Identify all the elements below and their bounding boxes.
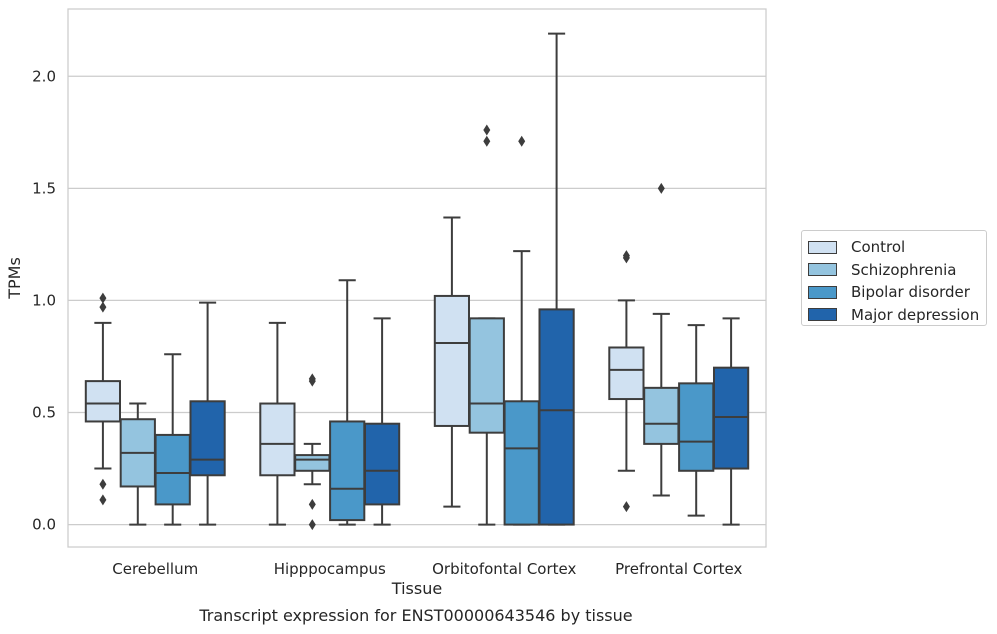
legend: Control Schizophrenia Bipolar disorder Majo… [801,230,987,326]
box-group [189,301,226,526]
box [84,380,122,423]
box-group [363,317,401,526]
box-group [468,124,505,526]
x-tick-label: Prefrontal Cortex [615,560,742,578]
outlier-point [483,124,491,136]
box [259,402,296,477]
legend-item: Major depression [808,304,986,327]
box-group [503,135,540,526]
outlier-point [657,182,665,194]
box [363,422,401,506]
box [712,366,750,470]
legend-label: Major depression [851,305,980,324]
box [189,400,226,477]
box-group [538,32,575,526]
legend-item: Schizophrenia [808,259,986,282]
box-group [154,353,191,526]
legend-swatch [808,308,837,322]
box [468,317,505,434]
legend-swatch [808,263,837,277]
box-layer [84,32,750,531]
x-axis-label: Tissue [391,579,442,598]
box-group [643,182,680,497]
y-axis-label: TPMs [5,257,24,300]
box [503,400,540,526]
y-tick-label: 0.5 [32,404,56,422]
box-group [329,279,366,526]
box-group [259,321,296,526]
outlier-point [308,375,316,387]
legend-item: Bipolar disorder [808,281,986,304]
box-group [294,373,331,531]
chart-caption: Transcript expression for ENST0000064354… [199,606,633,625]
box [643,386,680,445]
y-tick-label: 2.0 [32,67,56,85]
y-tick-label: 1.5 [32,179,56,197]
legend-item: Control [808,236,986,259]
box [608,346,645,401]
x-tick-label: Hipppocampus [274,560,386,578]
outlier-point [99,301,107,313]
box [433,294,471,427]
outlier-point [99,292,107,304]
box-group [608,250,645,513]
legend-label: Schizophrenia [851,260,957,279]
box [329,420,366,522]
box-group [433,216,471,508]
outlier-point [308,519,316,531]
outlier-point [622,252,630,264]
legend-label: Bipolar disorder [851,283,970,302]
legend-swatch [808,285,837,299]
x-tick-label: Orbitofontal Cortex [432,560,576,578]
y-tick-label: 1.0 [32,291,56,309]
box [294,454,331,472]
outlier-point [308,498,316,510]
outlier-point [99,494,107,506]
outlier-point [483,135,491,147]
x-tick-label: Cerebellum [112,560,198,578]
outlier-point [99,478,107,490]
box-group [678,324,715,517]
box-group [84,292,122,506]
outlier-point [518,135,526,147]
y-tick-label: 0.0 [32,516,56,534]
tick-layer: 0.0 0.5 1.0 1.5 2.0 Cerebellum Hipppocampus Orb… [32,67,742,578]
outlier-point [622,501,630,513]
legend-swatch [808,240,837,254]
box [154,433,191,506]
legend-label: Control [851,238,906,257]
box [538,308,575,526]
box-group [712,317,750,526]
box [678,382,715,472]
